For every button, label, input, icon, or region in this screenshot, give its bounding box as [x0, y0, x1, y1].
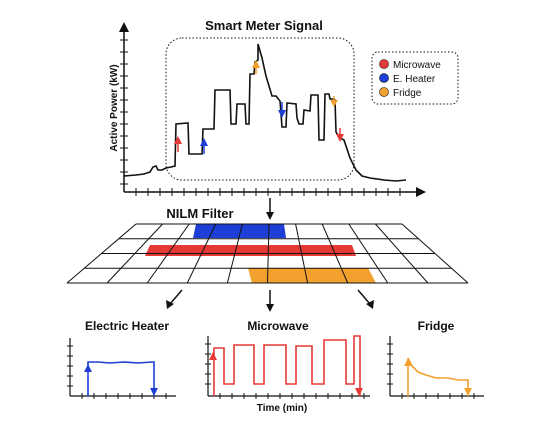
microwave-off-arrow: [336, 134, 344, 142]
fridge-on-marker: [404, 358, 412, 366]
fridge-off-arrow: [330, 100, 338, 107]
arrow-to-filter-head: [266, 212, 274, 220]
heater-ticks: [67, 345, 167, 399]
grid-col-line: [146, 223, 190, 284]
filter-grid: [66, 223, 469, 284]
heater-off-marker: [150, 388, 158, 396]
top-x-ticks: [135, 188, 401, 196]
top-chart-title: Smart Meter Signal: [205, 18, 323, 33]
grid-col-line: [226, 223, 243, 284]
legend-fridge-swatch: [379, 87, 389, 97]
microwave-on-arrow: [174, 136, 182, 144]
heater-on-arrow: [200, 138, 208, 146]
microwave-trace: [213, 335, 361, 396]
grid-col-line: [186, 223, 217, 284]
heater-on-marker: [84, 364, 92, 372]
filter-label: NILM Filter: [166, 206, 233, 221]
legend-box: [371, 51, 459, 105]
grid-col-line: [401, 223, 469, 284]
smart-meter-chart: Smart Meter Signal Active Power (kW) Mic…: [109, 18, 459, 197]
filter-heater-band: [193, 224, 286, 238]
top-y-label: Active Power (kW): [109, 64, 120, 151]
top-x-axis-arrow: [416, 187, 426, 197]
microwave-on-marker: [209, 352, 217, 360]
grid-col-line: [267, 223, 270, 284]
event-markers: [174, 60, 344, 154]
filter-microwave-band: [145, 245, 356, 256]
microwave-title: Microwave: [247, 319, 309, 333]
fridge-trace: [407, 357, 469, 396]
fridge-panel: Fridge: [387, 319, 484, 399]
nilm-filter: NILM Filter: [66, 206, 469, 284]
event-region-box: [165, 37, 355, 181]
heater-off-arrow: [278, 110, 286, 118]
grid-col-line: [375, 223, 429, 284]
fridge-off-marker: [464, 388, 472, 396]
legend-heater-swatch: [379, 73, 389, 83]
legend-fridge-label: Fridge: [393, 88, 422, 99]
grid-col-line: [295, 223, 309, 284]
heater-panel: Electric Heater: [67, 319, 176, 399]
microwave-panel: Microwave Time (min): [205, 319, 370, 414]
heater-title: Electric Heater: [85, 319, 169, 333]
microwave-off-marker: [355, 388, 363, 396]
grid-col-line: [348, 223, 389, 284]
grid-col-line: [106, 223, 163, 284]
legend-microwave-label: Microwave: [393, 60, 441, 71]
fridge-ticks: [387, 343, 475, 399]
microwave-ticks: [205, 343, 365, 399]
filter-fridge-band: [248, 268, 376, 283]
time-xlabel: Time (min): [257, 403, 307, 414]
heater-trace: [87, 361, 155, 396]
legend-heater-label: E. Heater: [393, 74, 436, 85]
grid-col-line: [66, 223, 137, 284]
legend: Microwave E. Heater Fridge: [371, 51, 459, 105]
top-y-axis-arrow: [119, 22, 129, 32]
top-y-ticks: [120, 39, 128, 185]
fridge-title: Fridge: [418, 319, 455, 333]
grid-col-line: [321, 223, 349, 284]
output-arrows: [166, 289, 374, 312]
fridge-on-arrow: [252, 60, 260, 68]
legend-microwave-swatch: [379, 59, 389, 69]
